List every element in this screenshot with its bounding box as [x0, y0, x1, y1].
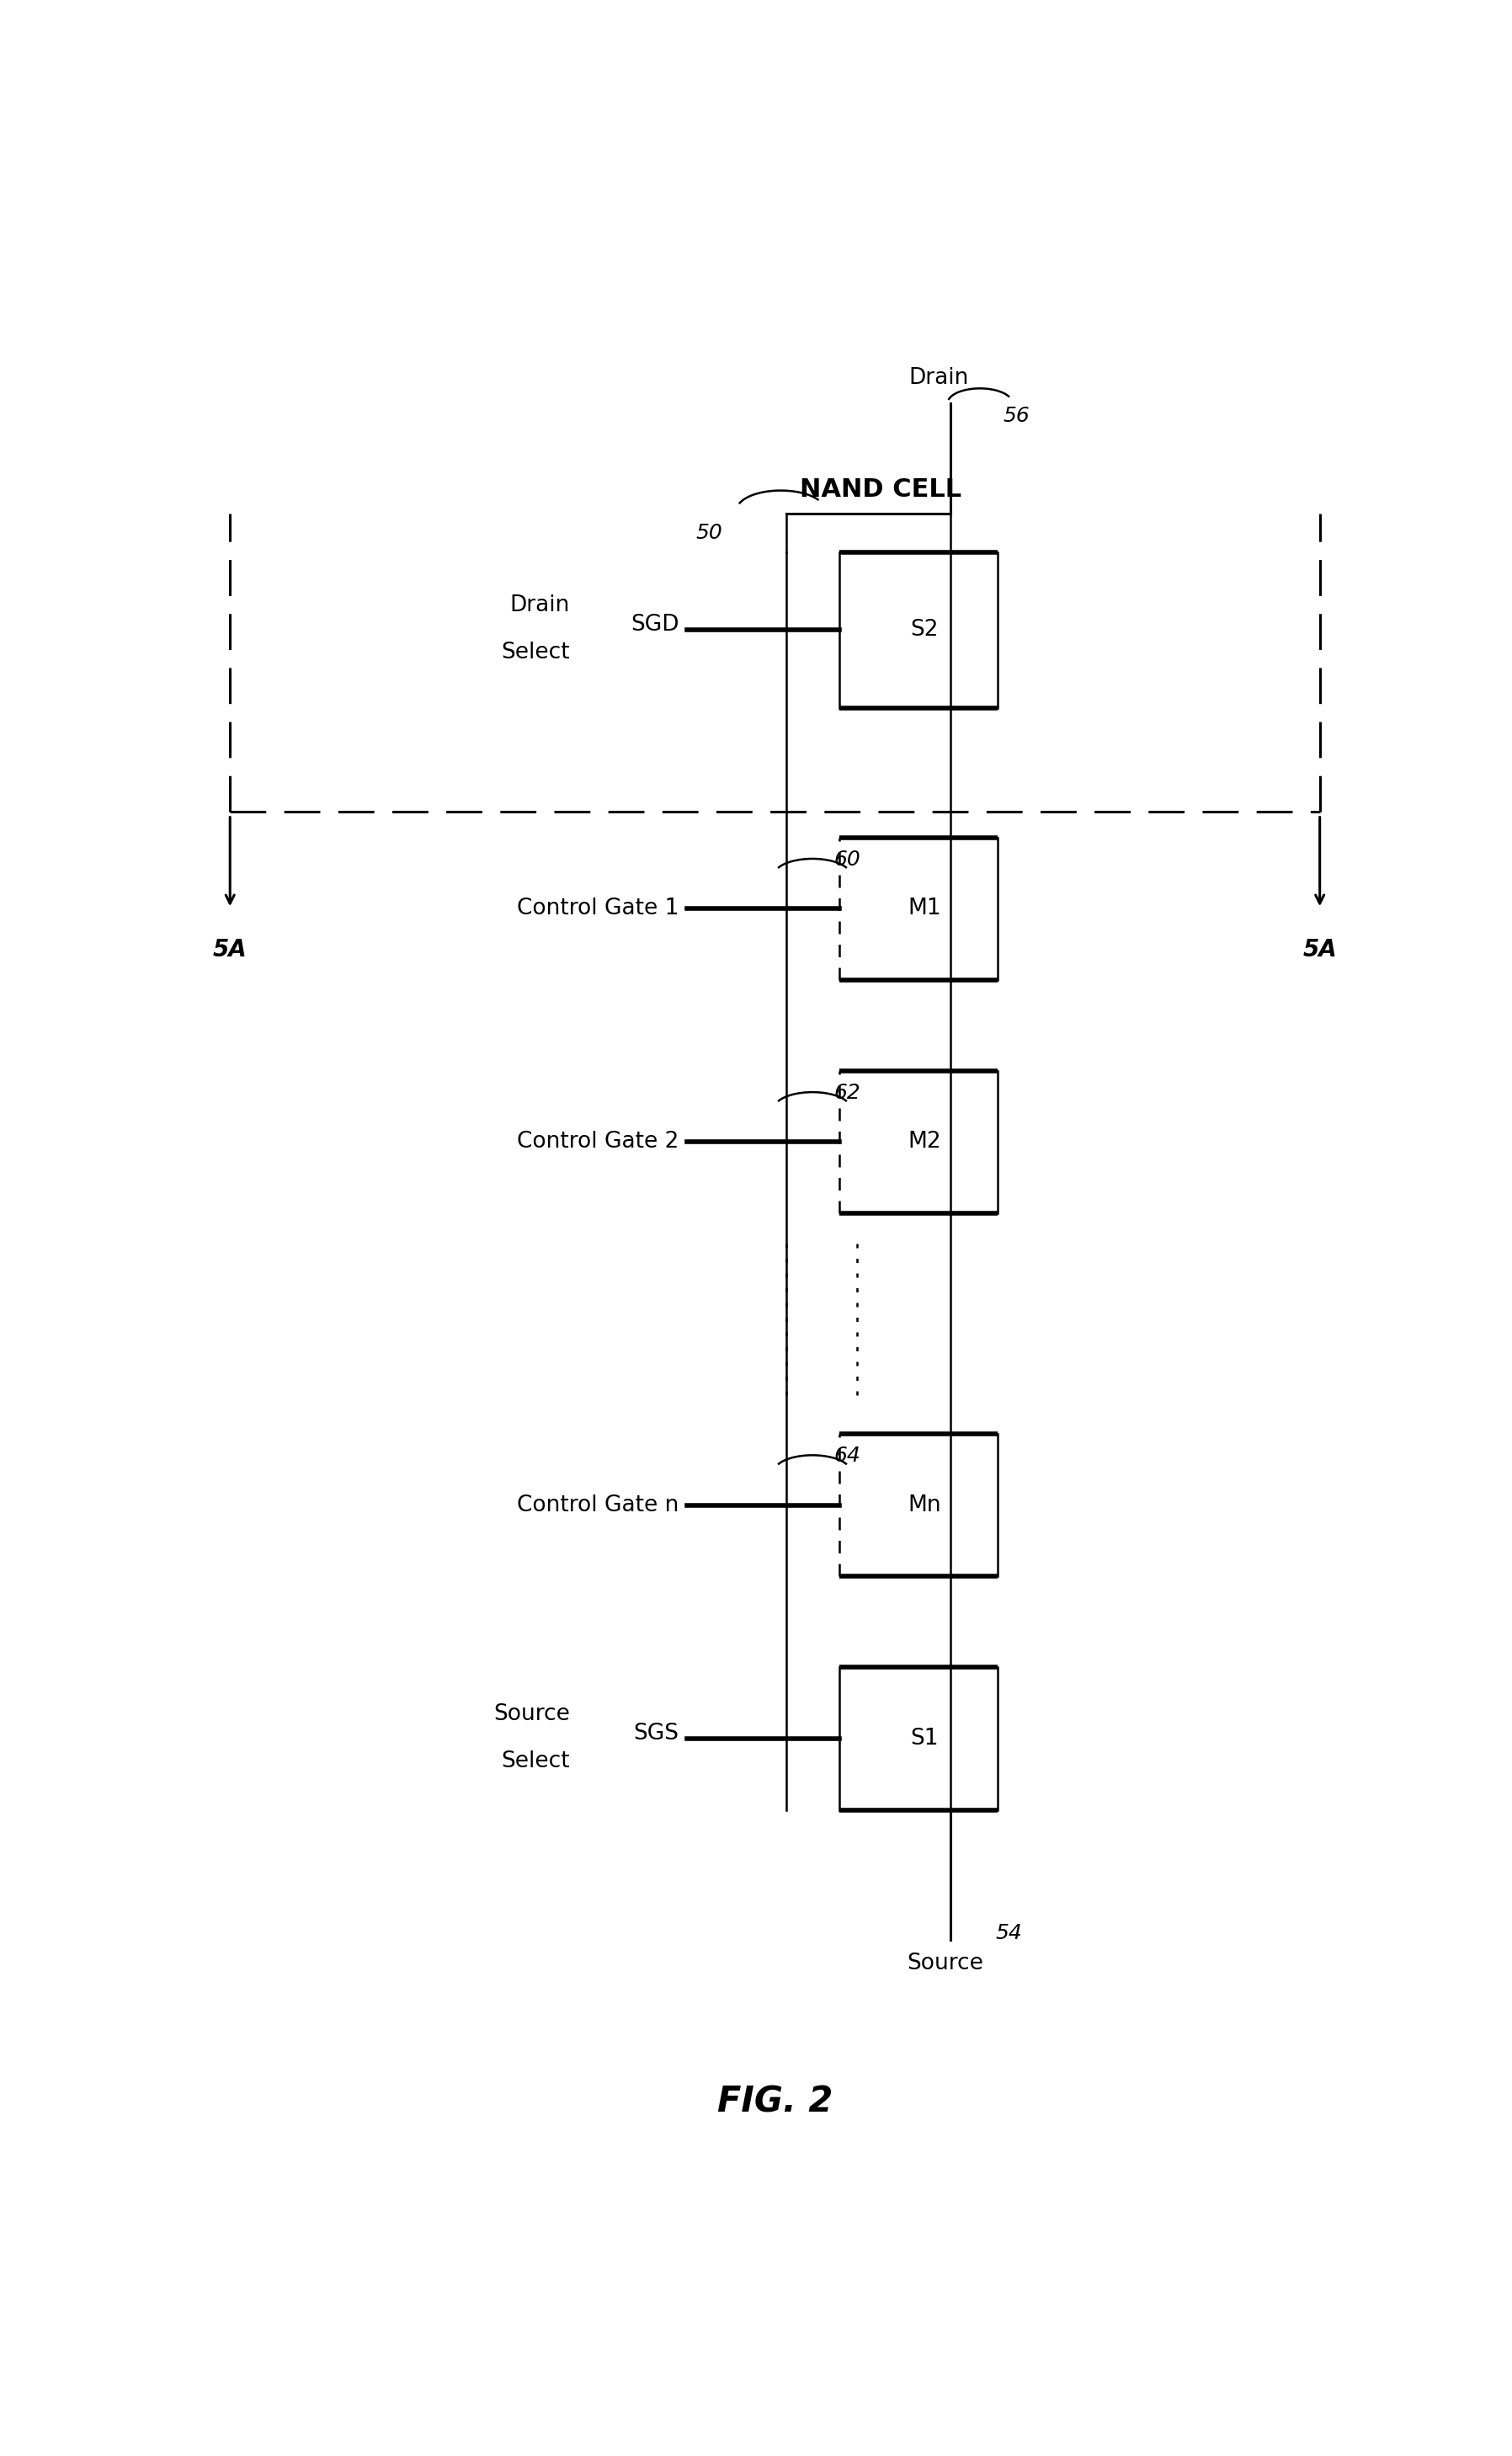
- Text: FIG. 2: FIG. 2: [717, 2083, 833, 2120]
- Text: Mn: Mn: [907, 1493, 940, 1515]
- Text: Select: Select: [500, 641, 570, 663]
- Text: M1: M1: [907, 899, 940, 919]
- Text: 50: 50: [696, 523, 723, 543]
- Text: SGS: SGS: [634, 1722, 679, 1744]
- Text: M2: M2: [907, 1132, 940, 1152]
- Text: 62: 62: [833, 1083, 860, 1103]
- Text: S2: S2: [910, 619, 939, 641]
- Text: Source: Source: [907, 1953, 983, 1975]
- Text: Drain: Drain: [510, 594, 570, 616]
- Text: 5A: 5A: [213, 938, 246, 960]
- Text: Control Gate 1: Control Gate 1: [517, 899, 679, 919]
- Text: Source: Source: [493, 1702, 570, 1724]
- Text: NAND CELL: NAND CELL: [800, 476, 962, 501]
- Text: SGD: SGD: [631, 614, 679, 636]
- Text: 5A: 5A: [1303, 938, 1337, 960]
- Text: Control Gate n: Control Gate n: [517, 1493, 679, 1515]
- Text: 54: 54: [995, 1923, 1022, 1943]
- Text: S1: S1: [910, 1727, 939, 1749]
- Text: 56: 56: [1004, 405, 1030, 427]
- Text: Drain: Drain: [909, 366, 969, 388]
- Text: Control Gate 2: Control Gate 2: [517, 1132, 679, 1152]
- Text: 60: 60: [833, 850, 860, 869]
- Text: Select: Select: [500, 1751, 570, 1773]
- Text: 64: 64: [833, 1447, 860, 1466]
